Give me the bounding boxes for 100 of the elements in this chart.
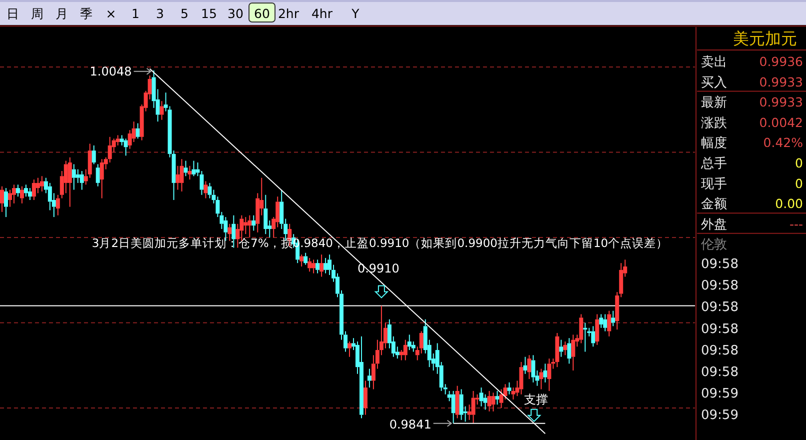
category-label: 涨跌 xyxy=(701,116,727,131)
candlestick xyxy=(100,158,104,199)
text: 0.9933 xyxy=(759,94,803,110)
text: 0.00 xyxy=(775,196,803,212)
candlestick xyxy=(591,326,596,348)
text: 0 xyxy=(795,176,803,191)
candlestick xyxy=(451,390,456,424)
category-label: 现手 xyxy=(701,176,727,192)
category-label: 幅度 xyxy=(701,135,727,152)
candlestick xyxy=(72,164,76,190)
category-label: Y xyxy=(350,6,360,21)
candlestick xyxy=(176,165,180,190)
candlestick xyxy=(276,196,280,228)
category-label: 周 xyxy=(31,6,44,21)
candlestick xyxy=(571,334,576,371)
candlestick xyxy=(120,134,124,146)
candlestick xyxy=(32,179,36,200)
candlestick xyxy=(559,339,564,358)
text: 0 xyxy=(795,156,803,170)
candlestick xyxy=(603,314,608,332)
candlestick xyxy=(24,184,28,198)
candlestick xyxy=(124,138,128,156)
candlestick xyxy=(547,358,552,392)
candlestick xyxy=(248,214,252,238)
candlestick xyxy=(567,338,572,364)
candlestick xyxy=(88,143,92,178)
candlestick xyxy=(20,186,24,204)
candlestick xyxy=(531,354,536,383)
candlestick xyxy=(519,361,524,395)
candlestick xyxy=(0,186,4,212)
candlestick xyxy=(543,363,548,383)
category-label: × xyxy=(106,6,116,21)
category-label: 2hr xyxy=(278,6,300,21)
category-label: 总手 xyxy=(700,156,727,172)
candlestick xyxy=(403,339,408,361)
category-label: 买入 xyxy=(701,75,727,90)
category-label: 09:58 xyxy=(701,365,738,380)
candlestick xyxy=(180,158,184,192)
category-label: 30 xyxy=(228,6,244,21)
candlestick xyxy=(304,252,308,266)
category-label: 外盘 xyxy=(701,217,727,232)
candlestick xyxy=(363,380,368,416)
category-label: 5 xyxy=(180,6,188,21)
candlestick xyxy=(252,214,256,232)
candlestick xyxy=(487,390,492,412)
category-label: 最新 xyxy=(701,96,727,111)
candlestick xyxy=(312,259,316,274)
category-label: 1 xyxy=(132,6,140,21)
category-label: 伦敦 xyxy=(701,238,727,253)
candlestick xyxy=(108,136,112,163)
category-label: 09:58 xyxy=(701,300,738,316)
candlestick xyxy=(511,387,516,400)
candlestick xyxy=(491,392,496,412)
text: 0.42% xyxy=(763,135,803,150)
annotation: 1.0048 xyxy=(90,64,132,78)
candlestick xyxy=(523,356,528,374)
candlestick xyxy=(471,390,476,424)
category-label: 4hr xyxy=(311,6,334,21)
candlestick xyxy=(527,354,532,380)
candlestick xyxy=(96,164,100,187)
candlestick xyxy=(76,168,80,184)
candlestick xyxy=(40,176,44,192)
candlestick xyxy=(116,134,120,146)
candlestick xyxy=(324,257,328,274)
candlestick xyxy=(507,382,512,395)
candlestick xyxy=(36,177,40,194)
text: 美元加元 xyxy=(733,29,797,48)
candlestick xyxy=(495,390,500,406)
candlestick xyxy=(328,254,332,276)
candlestick xyxy=(68,156,72,208)
text: 0.9933 xyxy=(759,74,803,90)
candlestick xyxy=(563,341,568,356)
candlestick xyxy=(232,214,236,248)
category-label: 60 xyxy=(254,6,270,21)
text: 0.9936 xyxy=(759,54,803,69)
candlestick xyxy=(599,314,604,328)
candlestick xyxy=(555,332,560,368)
candlestick xyxy=(244,216,248,235)
candlestick xyxy=(4,188,8,218)
category-label: 日 xyxy=(6,6,20,21)
candlestick xyxy=(483,394,488,410)
candlestick xyxy=(459,388,464,420)
text: --- xyxy=(789,216,803,232)
candlestick xyxy=(208,182,212,199)
category-label: 15 xyxy=(201,6,217,21)
candlestick xyxy=(48,182,52,211)
category-label: 季 xyxy=(80,6,93,21)
candlestick xyxy=(160,100,164,120)
category-label: 3 xyxy=(156,6,164,21)
candlestick xyxy=(132,121,136,143)
candlestick xyxy=(188,165,192,180)
candlestick xyxy=(499,388,504,408)
candlestick xyxy=(204,180,208,199)
candlestick xyxy=(56,194,60,216)
candlestick xyxy=(128,130,132,150)
candlestick xyxy=(200,170,204,196)
text: 0.0042 xyxy=(759,114,803,130)
candlestick xyxy=(367,368,372,388)
category-label: 09:58 xyxy=(701,343,738,358)
category-label: 月 xyxy=(56,6,68,21)
